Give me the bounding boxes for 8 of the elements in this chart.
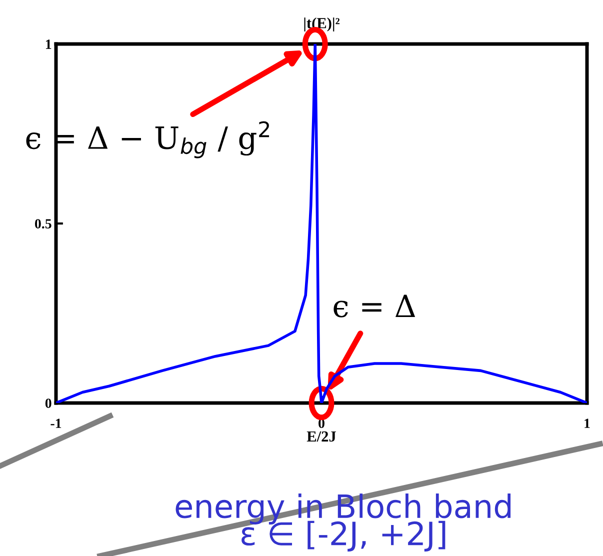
x-axis-title: E/2J	[306, 431, 336, 442]
x-tick-label: -1	[50, 418, 62, 428]
y-tick-label: 1	[46, 40, 52, 49]
annotation: ϵ = Δ	[334, 294, 416, 318]
y-tick-label: 0.5	[35, 219, 52, 229]
y-axis-title: |t(E)|²	[304, 18, 340, 32]
x-tick-label: 1	[584, 418, 590, 428]
y-tick-label: 0	[45, 398, 52, 408]
